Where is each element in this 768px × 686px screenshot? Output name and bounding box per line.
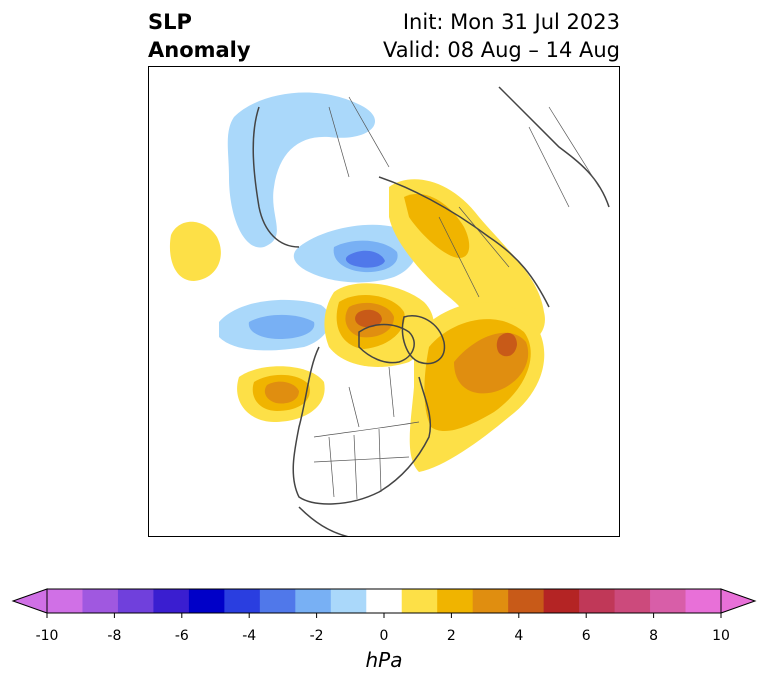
positive-anomaly-aleutian-core	[264, 381, 299, 404]
anomaly-map	[169, 86, 610, 536]
colorbar-segment	[153, 589, 190, 613]
colorbar-segment	[579, 589, 616, 613]
colorbar-segment	[472, 589, 509, 613]
colorbar-segment	[366, 589, 403, 613]
colorbar-tick-label: 10	[712, 628, 730, 644]
border-us-canada	[313, 421, 420, 438]
coastline-europe	[498, 86, 610, 208]
colorbar-segment	[543, 589, 580, 613]
border-canada-b	[388, 366, 395, 418]
colorbar-tick-label: -6	[174, 628, 189, 644]
map-title: SLP Anomaly	[148, 8, 251, 64]
map-valid-info: Init: Mon 31 Jul 2023 Valid: 08 Aug – 14…	[383, 8, 620, 64]
colorbar-segment	[650, 589, 687, 613]
colorbar-extend-high	[720, 588, 757, 614]
coastline-central-america	[298, 506, 349, 536]
colorbar-segment	[614, 589, 651, 613]
coastline-north-america	[292, 346, 431, 505]
colorbar-segment	[259, 589, 296, 613]
valid-range: Valid: 08 Aug – 14 Aug	[382, 38, 620, 62]
colorbar-tick-label: 2	[446, 628, 456, 644]
positive-anomaly-pacific	[169, 221, 221, 281]
border-europe-a	[528, 126, 570, 208]
colorbar-segment	[295, 589, 332, 613]
init-date: Init: Mon 31 Jul 2023	[402, 10, 620, 34]
border-canada-a	[348, 386, 360, 428]
border-us-states-c	[378, 428, 382, 493]
map-panel	[148, 66, 620, 537]
colorbar-segment	[188, 589, 225, 613]
border-europe-b	[548, 106, 600, 188]
colorbar-segment	[508, 589, 545, 613]
positive-anomaly-atlantic-inner	[496, 332, 517, 357]
border-us-states-b	[353, 434, 358, 500]
colorbar-tick-label: 6	[581, 628, 591, 644]
colorbar-segment	[437, 589, 474, 613]
colorbar-segment	[224, 589, 261, 613]
positive-anomaly-siberia-mid	[404, 193, 470, 258]
colorbar-tick-label: 8	[649, 628, 659, 644]
coastline-asia	[252, 106, 300, 248]
colorbar-segment	[685, 589, 722, 613]
colorbar-segment	[330, 589, 367, 613]
coastline-eurasia-north	[378, 176, 550, 308]
coastline-arctic-islands	[358, 323, 415, 364]
colorbar-unit-label: hPa	[365, 648, 403, 672]
colorbar-tick-label: 4	[514, 628, 524, 644]
coastline-greenland	[401, 315, 446, 365]
colorbar-segment	[401, 589, 438, 613]
colorbar-tick-label: 0	[379, 628, 389, 644]
border-russia-a	[438, 216, 480, 298]
colorbar-segment	[47, 589, 83, 613]
colorbar-segment	[82, 589, 119, 613]
colorbar	[0, 585, 768, 685]
colorbar-graphic	[11, 588, 757, 618]
negative-anomaly-nw	[227, 92, 376, 248]
positive-anomaly-arctic-inner	[355, 309, 382, 328]
colorbar-ticks	[46, 613, 722, 618]
border-us-states-d	[313, 456, 410, 463]
colorbar-segment	[117, 589, 154, 613]
title-variable: SLP	[148, 10, 192, 34]
border-russia-b	[458, 206, 510, 268]
colorbar-extend-low	[11, 588, 48, 614]
colorbar-tick-label: -8	[107, 628, 122, 644]
border-asia-a	[328, 106, 350, 178]
negative-anomaly-west-core	[248, 314, 315, 339]
negative-anomaly-center-inner	[345, 250, 385, 268]
colorbar-segments	[46, 588, 722, 614]
political-borders	[313, 96, 600, 500]
colorbar-tick-label: -2	[309, 628, 324, 644]
colorbar-tick-label: -10	[35, 628, 59, 644]
border-asia-b	[348, 96, 390, 168]
title-variable-qualifier: Anomaly	[148, 38, 251, 62]
coastlines	[252, 86, 610, 536]
border-us-states-a	[328, 436, 335, 498]
colorbar-tick-label: -4	[242, 628, 257, 644]
